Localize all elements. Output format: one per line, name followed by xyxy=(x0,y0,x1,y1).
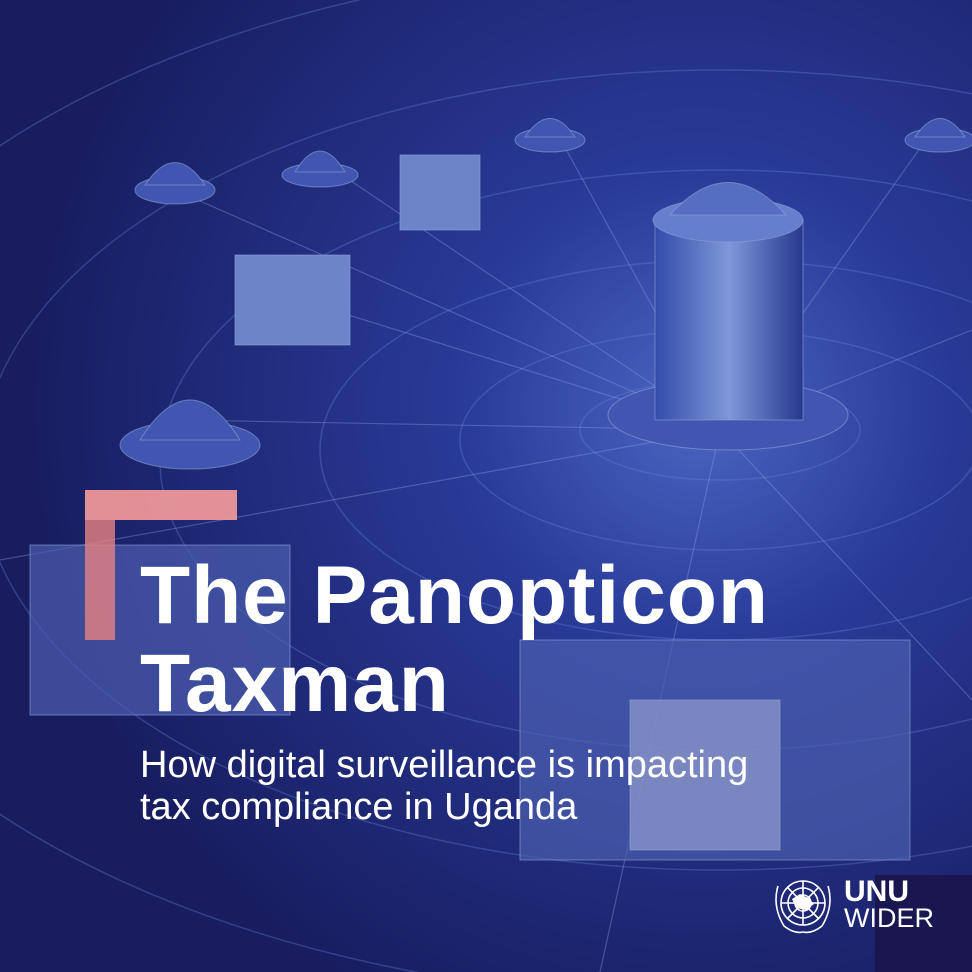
un-emblem-icon xyxy=(775,880,831,934)
subtitle-line-1: How digital surveillance is impacting xyxy=(140,744,749,786)
accent-bracket-top xyxy=(85,490,237,520)
subtitle-line-2: tax compliance in Uganda xyxy=(140,786,578,828)
page-title: The Panopticon Taxman xyxy=(140,552,769,728)
title-line-2: Taxman xyxy=(140,638,450,729)
logo-line-2: WIDER xyxy=(844,903,934,933)
title-line-1: The Panopticon xyxy=(140,550,769,641)
logo-line-1: UNU xyxy=(844,875,909,908)
subtitle: How digital surveillance is impacting ta… xyxy=(140,744,748,828)
unu-wider-logo: UNU WIDER xyxy=(770,874,934,936)
logo-backdrop xyxy=(875,875,972,972)
accent-bracket-side xyxy=(85,520,115,640)
